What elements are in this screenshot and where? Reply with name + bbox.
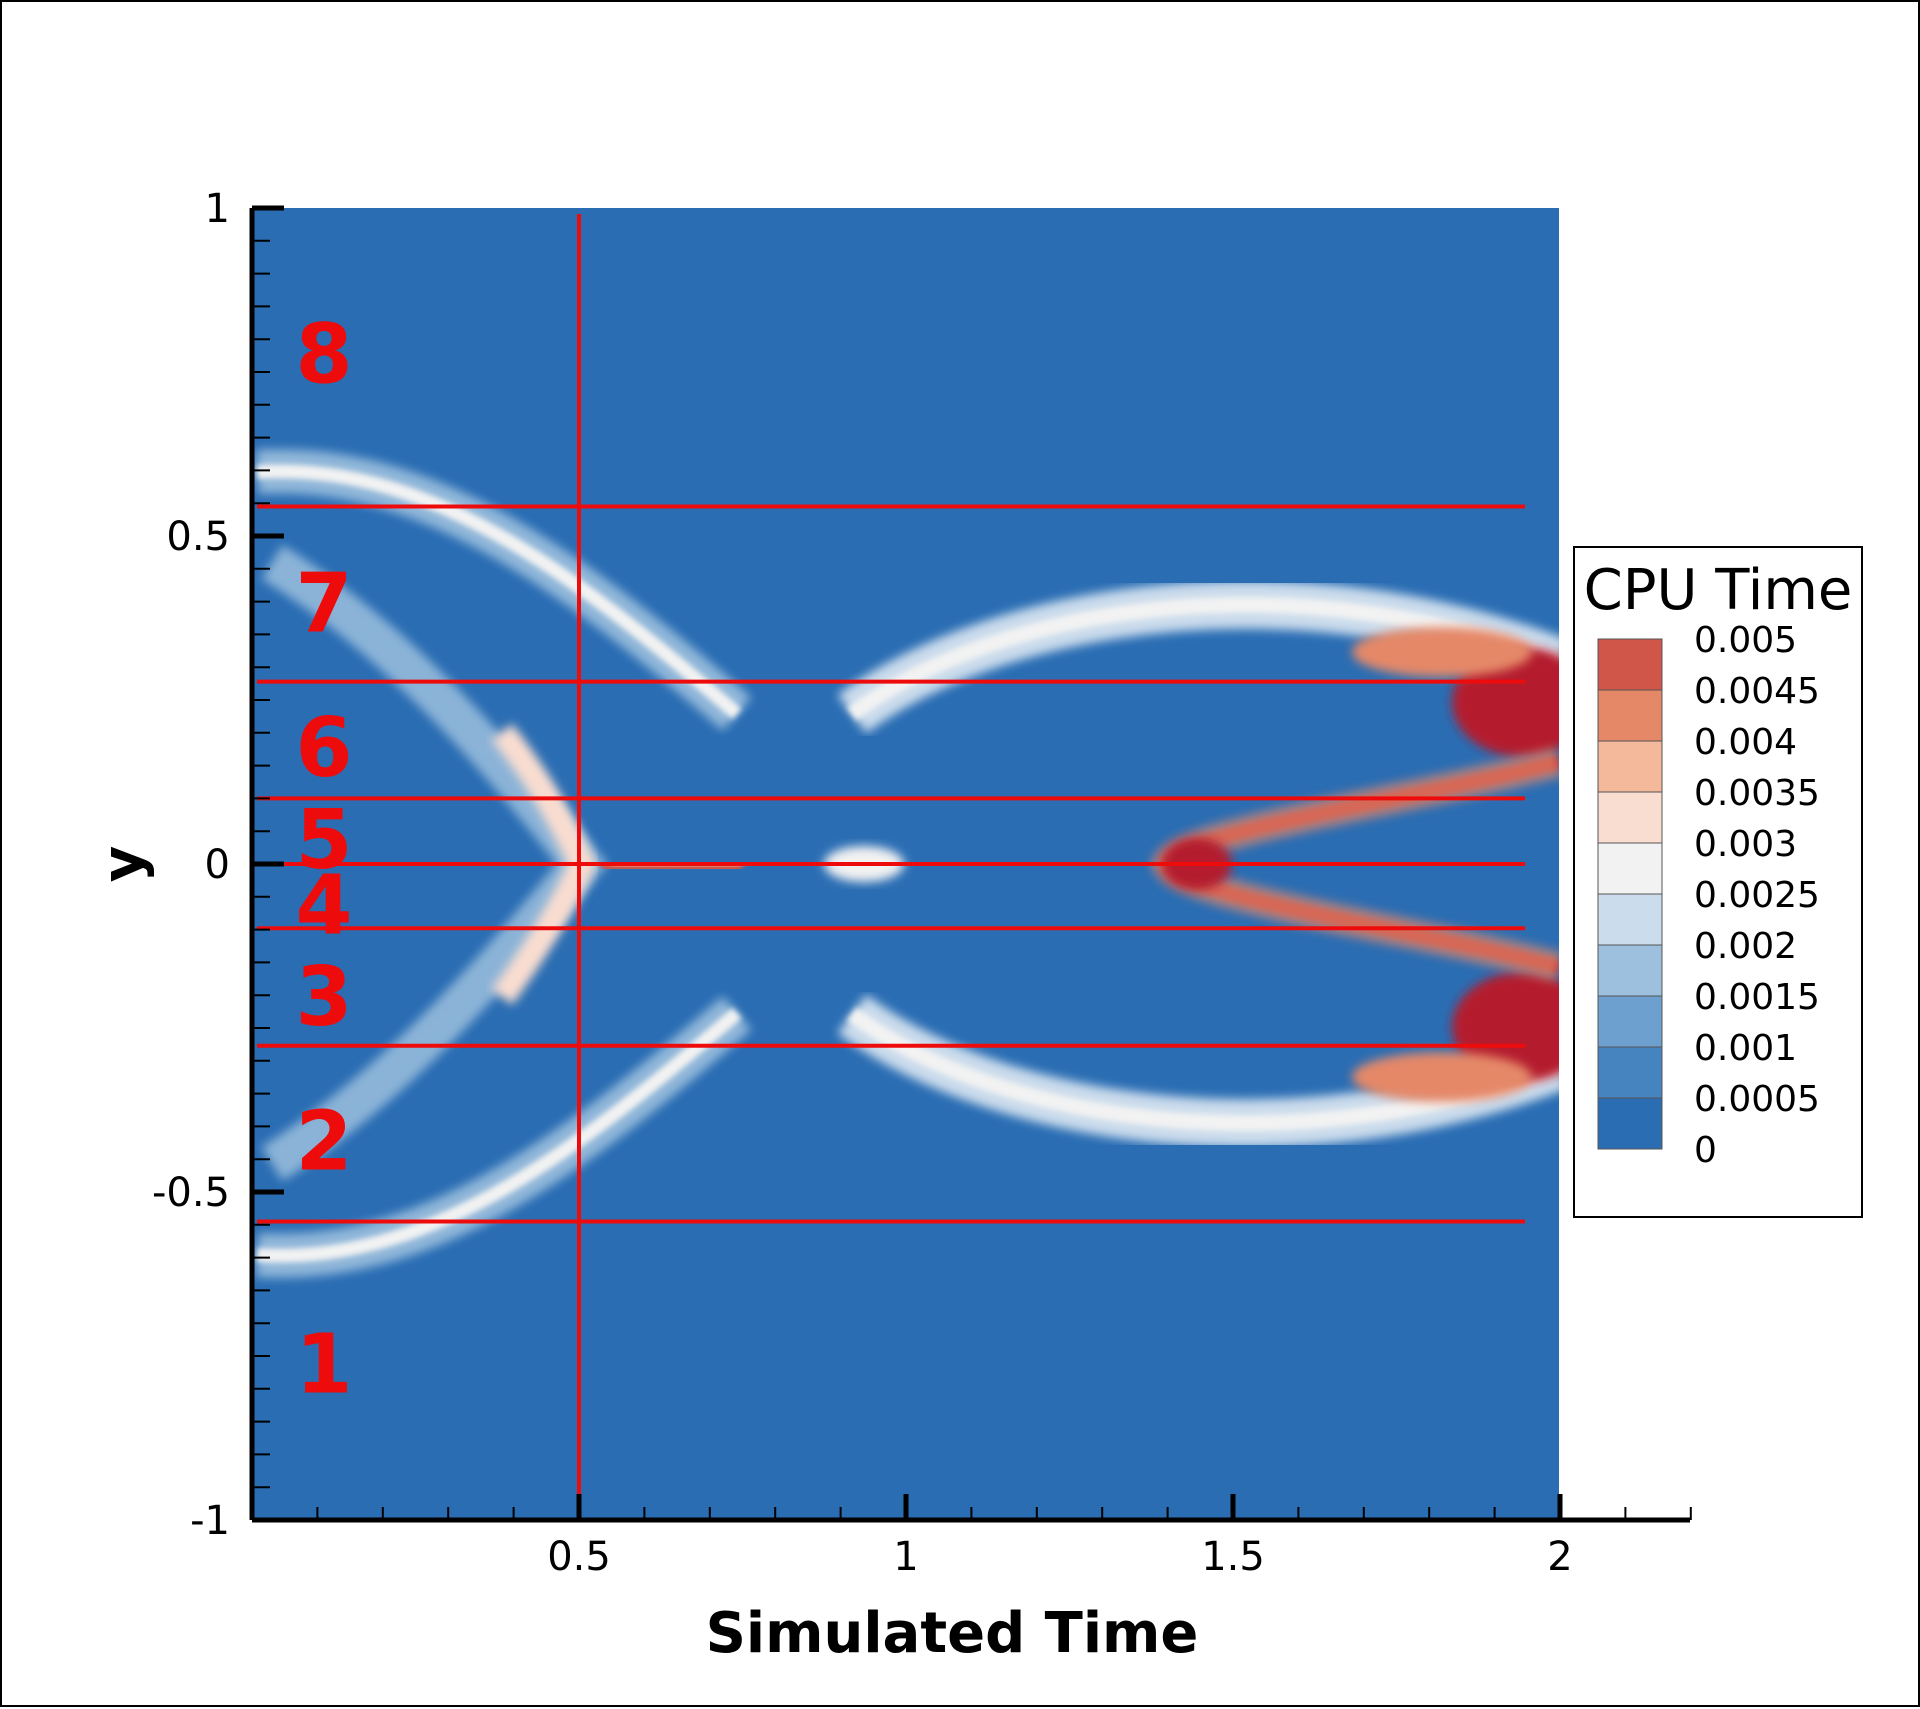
colorbar-label: 0.004 (1694, 722, 1797, 763)
x-tick-label: 0.5 (547, 1534, 611, 1580)
colorbar-band (1598, 843, 1662, 894)
region-label-3: 3 (295, 950, 352, 1045)
colorbar: 0 0.0005 0.001 0.0015 0.002 0.0025 0.003 0.0035… (1597, 620, 1820, 1171)
colorbar-label: 0.0015 (1694, 977, 1820, 1018)
region-label-4: 4 (295, 858, 352, 953)
legend-title: CPU Time (1584, 558, 1853, 623)
colorbar-label: 0.005 (1694, 620, 1797, 661)
colorbar-label: 0.0005 (1694, 1079, 1820, 1120)
region-label-6: 6 (295, 701, 352, 796)
colorbar-label: 0.0025 (1694, 875, 1820, 916)
partition-lines (257, 214, 1525, 1520)
colorbar-band (1598, 894, 1662, 945)
y-tick-label: 0.5 (166, 514, 230, 560)
y-tick-label: 1 (205, 186, 230, 232)
x-tick-label: 2 (1547, 1534, 1572, 1580)
x-axis-title: Simulated Time (706, 1601, 1199, 1666)
region-label-7: 7 (295, 557, 352, 652)
colorbar-band (1598, 690, 1662, 741)
y-tick-label: -1 (190, 1498, 230, 1544)
colorbar-label: 0.0035 (1694, 773, 1820, 814)
y-axis-title: y (91, 846, 156, 883)
region-label-8: 8 (295, 307, 352, 402)
colorbar-band (1598, 945, 1662, 996)
region-label-2: 2 (295, 1095, 352, 1190)
colorbar-label: 0.0045 (1694, 671, 1820, 712)
y-tick-label: 0 (205, 842, 230, 888)
colorbar-band (1598, 1047, 1662, 1098)
colorbar-label: 0.001 (1694, 1028, 1797, 1069)
colorbar-band (1598, 1098, 1662, 1149)
colorbar-band (1598, 996, 1662, 1047)
region-label-5: 5 (295, 793, 352, 888)
colorbar-label: 0.002 (1694, 926, 1797, 967)
colorbar-band (1598, 639, 1662, 690)
y-ticks: -1 -0.5 0 0.5 1 (152, 186, 284, 1544)
x-tick-label: 1 (893, 1534, 918, 1580)
y-tick-label: -0.5 (152, 1170, 230, 1216)
colorbar-band (1598, 741, 1662, 792)
colorbar-band (1598, 792, 1662, 843)
x-ticks: 0.5 1 1.5 2 (316, 1494, 1692, 1580)
x-tick-label: 1.5 (1201, 1534, 1265, 1580)
colorbar-legend: CPU Time 0 0.0005 0.001 0.0015 0.002 0.0025 0.… (1573, 546, 1863, 1218)
colorbar-label: 0.003 (1694, 824, 1797, 865)
colorbar-label: 0 (1694, 1130, 1717, 1171)
region-label-1: 1 (295, 1318, 352, 1413)
